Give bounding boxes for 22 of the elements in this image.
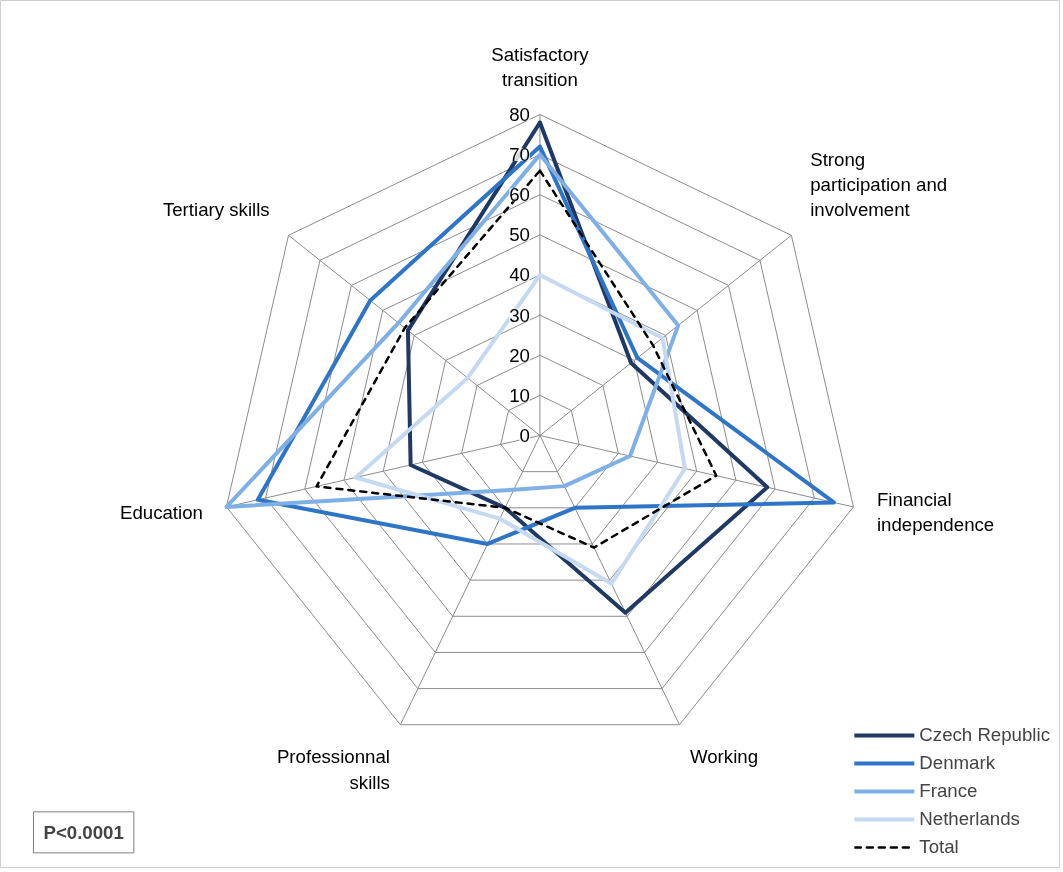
legend-label: France bbox=[919, 780, 978, 802]
spoke-label: Strong participation and involvement bbox=[810, 148, 948, 221]
y-tick-label: 40 bbox=[509, 264, 530, 286]
y-tick-label: 20 bbox=[509, 344, 530, 366]
spoke-label: Working bbox=[689, 746, 759, 768]
y-tick-label: 60 bbox=[509, 184, 530, 206]
legend-label: Denmark bbox=[919, 752, 996, 774]
legend-label: Netherlands bbox=[919, 808, 1020, 830]
spoke-label: Tertiary skills bbox=[162, 199, 270, 221]
spoke-label: Financial independence bbox=[876, 489, 995, 536]
legend-label: Total bbox=[919, 836, 959, 858]
legend-label: Czech Republic bbox=[919, 724, 1050, 746]
y-tick-label: 70 bbox=[509, 144, 530, 166]
y-tick-label: 10 bbox=[509, 384, 530, 406]
text: P<0.0001 bbox=[43, 821, 124, 843]
y-tick-label: 50 bbox=[509, 224, 530, 246]
y-tick-label: 80 bbox=[509, 103, 530, 125]
y-tick-label: 0 bbox=[519, 425, 530, 446]
y-tick-label: 30 bbox=[509, 304, 530, 326]
spoke-label: Satisfactory transition bbox=[491, 44, 590, 91]
spoke-label: Professionnal skills bbox=[276, 746, 390, 793]
spoke-label: Education bbox=[119, 501, 203, 523]
